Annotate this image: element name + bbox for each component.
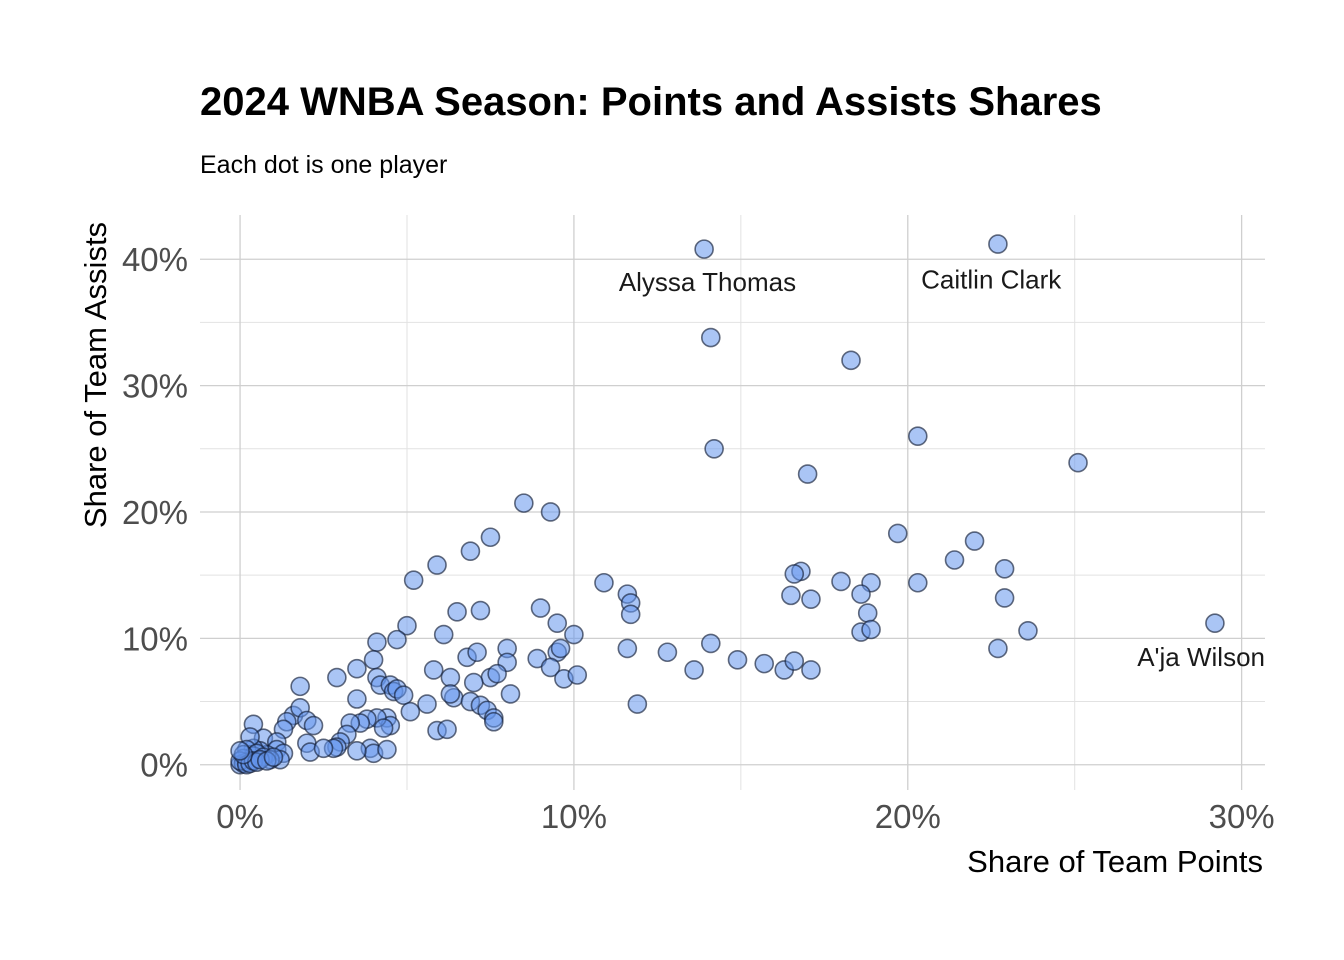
data-point [547, 613, 568, 633]
data-point [907, 572, 928, 593]
y-tick-label: 0% [140, 747, 188, 784]
x-tick-label: 0% [216, 798, 264, 835]
data-point [594, 572, 614, 593]
data-point [851, 584, 871, 604]
data-point [861, 619, 881, 640]
data-point [373, 718, 394, 738]
player-annotation: Alyssa Thomas [619, 267, 796, 297]
data-point [1068, 452, 1088, 473]
data-point [440, 684, 461, 704]
data-point [263, 747, 284, 767]
data-point [347, 689, 367, 709]
data-point [700, 633, 721, 654]
data-point [567, 665, 588, 685]
data-point [684, 660, 704, 680]
x-axis-title: Share of Team Points [967, 844, 1263, 879]
data-point [540, 502, 561, 522]
data-point [367, 632, 387, 652]
data-point [463, 672, 484, 693]
data-point [700, 327, 721, 348]
data-point [423, 660, 444, 680]
data-point [397, 615, 417, 636]
data-point [437, 719, 457, 740]
y-tick-label: 30% [122, 368, 188, 405]
data-point [377, 739, 397, 760]
y-tick-label: 20% [122, 494, 188, 531]
data-point [467, 642, 487, 663]
data-point [754, 653, 775, 674]
data-point [470, 600, 491, 621]
data-point [483, 711, 504, 732]
data-point [530, 598, 551, 618]
data-point [387, 629, 407, 650]
data-point [694, 239, 714, 259]
data-point [550, 638, 571, 659]
x-tick-label: 20% [875, 798, 941, 835]
player-annotation: A'ja Wilson [1137, 642, 1265, 672]
data-point [433, 624, 454, 645]
data-point [303, 715, 324, 736]
grid [200, 215, 1265, 790]
data-point [657, 642, 678, 663]
data-point [988, 234, 1008, 254]
data-point [540, 657, 561, 678]
y-tick-label: 10% [122, 620, 188, 657]
data-point [887, 523, 908, 544]
data-point [627, 694, 648, 714]
y-axis-title: Share of Team Assists [78, 222, 113, 528]
data-point [907, 426, 928, 446]
data-point [417, 694, 437, 714]
data-point [400, 701, 421, 722]
data-point [831, 571, 851, 592]
data-point [704, 438, 724, 459]
data-point [564, 624, 584, 645]
tick-labels: 0% 10% 20% 30% 0% 10% 20% 30% 40% [122, 241, 1275, 835]
data-point [230, 741, 250, 761]
data-point [440, 667, 461, 688]
data-point [427, 555, 447, 575]
data-point [784, 651, 805, 671]
chart-subtitle: Each dot is one player [200, 151, 447, 179]
data-point [327, 667, 347, 688]
data-point [500, 684, 521, 704]
data-point [994, 588, 1015, 608]
data-point [801, 660, 821, 680]
data-point [527, 648, 547, 669]
y-tick-label: 40% [122, 241, 188, 278]
data-point [363, 650, 384, 670]
data-point [944, 550, 965, 570]
data-point [784, 564, 805, 584]
data-point [857, 603, 878, 623]
player-annotation: Caitlin Clark [921, 264, 1062, 294]
data-point [620, 604, 641, 625]
data-point [797, 464, 818, 484]
data-point [1205, 613, 1225, 633]
data-point [801, 589, 821, 609]
data-point [460, 541, 481, 561]
data-point [313, 738, 334, 759]
data-point [403, 570, 424, 591]
data-point [1018, 620, 1038, 641]
data-point [727, 650, 748, 670]
data-point [841, 350, 861, 371]
data-point [393, 685, 414, 706]
data-point [617, 638, 638, 659]
data-points [230, 234, 1225, 775]
data-point [487, 663, 507, 684]
data-point [447, 602, 467, 622]
x-tick-label: 10% [541, 798, 607, 835]
data-point [514, 493, 534, 513]
data-point [480, 527, 501, 548]
x-tick-label: 30% [1209, 798, 1275, 835]
data-point [347, 741, 367, 761]
data-point [964, 531, 985, 551]
data-point [290, 676, 310, 697]
data-point [347, 658, 367, 679]
annotations: Alyssa Thomas Caitlin Clark A'ja Wilson [619, 264, 1265, 672]
data-point [781, 585, 801, 606]
chart-title: 2024 WNBA Season: Points and Assists Sha… [200, 80, 1102, 124]
data-point [988, 638, 1008, 659]
data-point [994, 559, 1015, 579]
